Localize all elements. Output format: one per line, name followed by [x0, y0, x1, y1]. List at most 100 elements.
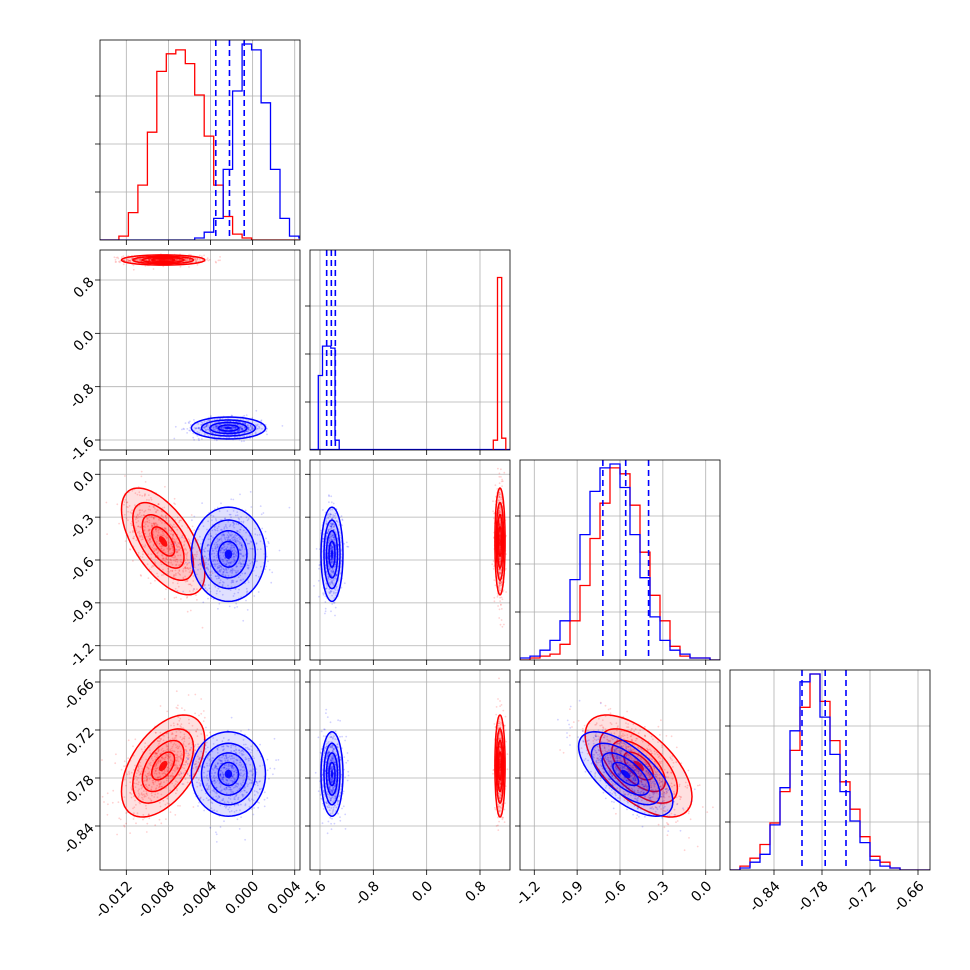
contour-line	[328, 761, 336, 787]
contour-line	[209, 421, 248, 435]
contour-line	[328, 540, 336, 568]
panel-frame	[729, 669, 931, 871]
contour-line	[209, 529, 248, 579]
contour-line	[601, 752, 651, 796]
contour-line	[494, 714, 506, 818]
panel-frame	[309, 249, 511, 451]
y-tick-label: -0.8	[67, 381, 98, 412]
y-tick-label: -0.6	[67, 554, 98, 585]
contour-line	[132, 501, 195, 581]
contour-line	[131, 255, 195, 265]
contour-line	[190, 416, 267, 440]
panel-2-2	[515, 459, 721, 665]
contour-line	[325, 529, 339, 579]
contour-line	[217, 424, 240, 432]
contour-line	[323, 519, 341, 590]
y-tick-label: -0.72	[61, 724, 98, 761]
panel-1-1	[305, 249, 511, 455]
y-tick-label: -0.78	[61, 772, 98, 809]
x-tick-label: -0.8	[352, 878, 383, 909]
x-tick-label: 0.000	[223, 878, 263, 918]
contour-line	[320, 506, 344, 603]
histogram-blue	[520, 463, 720, 660]
contour-line	[120, 487, 206, 596]
x-tick-label: 0.8	[463, 878, 490, 905]
scatter-blue	[314, 708, 350, 835]
x-tick-label: -1.6	[299, 878, 330, 909]
y-tick-label: -0.9	[67, 597, 98, 628]
y-tick-label: -1.2	[67, 640, 98, 671]
panel-3-1	[305, 669, 511, 875]
panel-frame	[99, 669, 301, 871]
scatter-red	[105, 470, 219, 629]
contour-line	[497, 751, 503, 781]
contour-line	[120, 714, 206, 818]
y-tick-label: 0.0	[71, 328, 98, 355]
panel-2-1	[305, 459, 511, 665]
contour-line	[612, 761, 640, 787]
contour-line	[325, 752, 339, 796]
histogram-red	[730, 673, 930, 870]
contour-line	[495, 728, 505, 804]
histogram-red	[492, 276, 507, 450]
contour-line	[495, 501, 505, 582]
scatter-red	[491, 467, 507, 628]
y-tick-label: -0.84	[61, 820, 98, 857]
panel-3-0	[95, 669, 301, 875]
x-tick-label: -0.84	[747, 878, 784, 915]
x-tick-label: -0.008	[135, 878, 178, 921]
x-tick-label: -0.3	[642, 878, 673, 909]
contour-line	[584, 714, 693, 818]
scatter-blue	[173, 409, 284, 443]
histogram-red	[100, 49, 300, 240]
contour-line	[323, 742, 341, 806]
histogram-blue	[317, 345, 340, 450]
contour-line	[151, 526, 176, 557]
contour-line	[611, 739, 667, 793]
contour-line	[141, 513, 185, 569]
x-tick-label: -0.66	[891, 878, 928, 915]
scatter-red	[113, 253, 222, 271]
scatter-blue	[179, 716, 280, 843]
contour-line	[151, 257, 176, 263]
x-tick-label: -0.9	[556, 878, 587, 909]
contour-line	[200, 519, 257, 590]
panel-0-0	[95, 39, 301, 245]
contour-line	[577, 731, 674, 817]
scatter-blue	[557, 699, 696, 832]
contour-line	[132, 728, 195, 804]
panel-3-2	[515, 669, 721, 875]
x-tick-label: -0.72	[843, 878, 880, 915]
y-tick-label: 0.0	[71, 469, 98, 496]
contour-line	[120, 254, 206, 266]
x-tick-label: 0.0	[688, 878, 715, 905]
y-tick-label: -0.3	[67, 511, 98, 542]
contour-line	[151, 751, 176, 781]
x-tick-label: -0.004	[177, 878, 220, 921]
y-tick-label: 0.8	[71, 274, 98, 301]
x-tick-label: 0.0	[409, 878, 436, 905]
contour-line	[497, 526, 503, 558]
x-tick-label: -0.012	[93, 878, 136, 921]
panel-1-0	[95, 249, 301, 455]
scatter-blue	[313, 494, 350, 617]
contour-line	[200, 419, 257, 437]
contour-line	[190, 731, 267, 817]
contour-line	[320, 731, 344, 817]
scatter-blue	[173, 491, 291, 622]
y-tick-label: -1.6	[67, 434, 98, 465]
histogram-blue	[100, 43, 300, 240]
contour-line	[494, 487, 506, 596]
panel-frame	[309, 669, 511, 871]
panel-2-0	[95, 459, 301, 665]
y-tick-label: -0.66	[61, 676, 98, 713]
panel-frame	[99, 249, 301, 451]
contour-line	[141, 256, 185, 264]
histogram-blue	[730, 673, 930, 870]
contour-line	[496, 739, 504, 793]
contour-line	[190, 506, 267, 603]
contour-line	[217, 540, 240, 568]
contour-line	[590, 742, 661, 806]
panel-3-3	[725, 669, 931, 875]
